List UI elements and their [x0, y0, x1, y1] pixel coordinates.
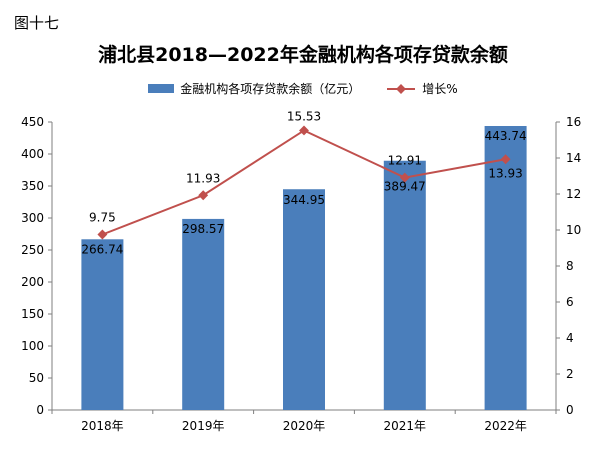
y-right-tick-label: 16	[566, 115, 581, 129]
growth-data-label: 15.53	[287, 109, 321, 123]
x-tick-label: 2021年	[384, 419, 427, 433]
y-right-tick-label: 0	[566, 403, 574, 417]
growth-data-label: 13.93	[488, 166, 522, 180]
y-left-tick-label: 300	[21, 211, 44, 225]
growth-data-label: 9.75	[89, 211, 116, 225]
y-right-tick-label: 10	[566, 223, 581, 237]
bar	[283, 189, 325, 410]
bar	[182, 218, 225, 410]
x-tick-label: 2022年	[484, 419, 527, 433]
chart-legend: 金融机构各项存贷款余额（亿元） 增长%	[0, 80, 606, 97]
bar-data-label: 443.74	[485, 129, 527, 143]
legend-bar-label: 金融机构各项存贷款余额（亿元）	[180, 82, 361, 96]
bar	[484, 126, 527, 410]
bar-data-label: 266.74	[81, 242, 123, 256]
bar	[383, 160, 426, 410]
y-left-tick-label: 450	[21, 115, 44, 129]
bar-data-label: 298.57	[182, 222, 224, 236]
y-left-tick-label: 350	[21, 179, 44, 193]
legend-item-line: 增长%	[386, 80, 458, 97]
legend-line-swatch	[387, 83, 416, 94]
y-right-tick-label: 2	[566, 367, 574, 381]
bar-data-label: 389.47	[384, 180, 426, 194]
x-tick-label: 2018年	[81, 419, 124, 433]
y-left-tick-label: 100	[21, 339, 44, 353]
y-right-tick-label: 14	[566, 151, 581, 165]
bar	[81, 239, 124, 410]
y-right-tick-label: 8	[566, 259, 574, 273]
y-left-tick-label: 50	[29, 371, 44, 385]
growth-data-label: 12.91	[388, 154, 422, 168]
growth-data-label: 11.93	[186, 171, 220, 185]
legend-line-label: 增长%	[422, 82, 458, 96]
growth-point	[399, 172, 410, 183]
y-left-tick-label: 250	[21, 243, 44, 257]
y-right-tick-label: 6	[566, 295, 574, 309]
chart-title: 浦北县2018—2022年金融机构各项存贷款余额	[98, 44, 508, 66]
growth-point	[198, 190, 209, 201]
figure-label: 图十七	[14, 14, 60, 32]
y-left-tick-label: 200	[21, 275, 44, 289]
legend-item-bar: 金融机构各项存贷款余额（亿元）	[148, 80, 360, 97]
y-left-tick-label: 0	[36, 403, 44, 417]
y-right-tick-label: 4	[566, 331, 574, 345]
y-left-tick-label: 150	[21, 307, 44, 321]
bar-data-label: 344.95	[283, 193, 325, 207]
growth-point	[299, 125, 309, 136]
legend-bar-swatch	[148, 84, 175, 93]
x-tick-label: 2019年	[182, 419, 225, 433]
y-right-tick-label: 12	[566, 187, 581, 201]
y-left-tick-label: 400	[21, 147, 44, 161]
x-tick-label: 2020年	[283, 419, 326, 433]
growth-point	[97, 229, 108, 240]
growth-point	[500, 154, 511, 165]
